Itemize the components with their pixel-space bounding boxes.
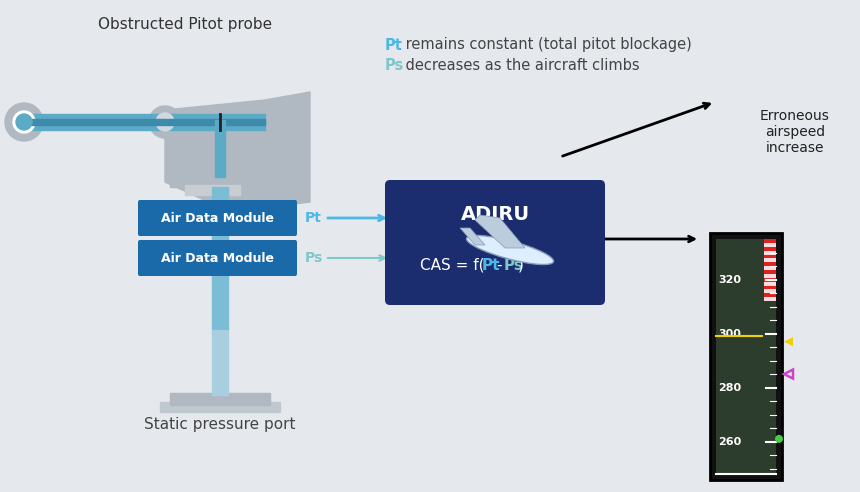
Text: Erroneous
airspeed
increase: Erroneous airspeed increase <box>760 109 830 155</box>
Text: Air Data Module: Air Data Module <box>161 212 274 224</box>
Text: ): ) <box>518 257 524 273</box>
Bar <box>764 239 776 301</box>
Bar <box>764 289 776 293</box>
Bar <box>160 402 280 412</box>
Bar <box>170 173 250 187</box>
Bar <box>22 114 265 130</box>
Text: Air Data Module: Air Data Module <box>161 251 274 265</box>
Text: Ps: Ps <box>385 58 404 72</box>
Bar <box>764 258 776 262</box>
Bar <box>764 250 776 254</box>
Circle shape <box>156 113 174 131</box>
Bar <box>710 233 782 480</box>
Text: -: - <box>496 257 501 273</box>
FancyBboxPatch shape <box>385 180 605 305</box>
Text: Pt: Pt <box>482 257 501 273</box>
Circle shape <box>16 114 32 130</box>
Text: 280: 280 <box>718 383 741 393</box>
Polygon shape <box>475 215 525 248</box>
Circle shape <box>13 111 35 133</box>
Text: 320: 320 <box>718 275 741 284</box>
Text: Static pressure port: Static pressure port <box>144 417 296 431</box>
Text: ADIRU: ADIRU <box>460 206 530 224</box>
Circle shape <box>149 106 181 138</box>
Bar <box>764 274 776 278</box>
Circle shape <box>5 103 43 141</box>
Text: 300: 300 <box>718 329 740 338</box>
Text: Obstructed Pitot probe: Obstructed Pitot probe <box>98 18 272 32</box>
Text: Ps: Ps <box>305 251 323 265</box>
Text: 260: 260 <box>718 436 741 447</box>
Ellipse shape <box>466 236 554 265</box>
Text: Ps: Ps <box>504 257 524 273</box>
Text: Pt: Pt <box>305 211 322 225</box>
Bar <box>716 239 776 474</box>
Bar <box>22 119 265 125</box>
Bar <box>764 243 776 247</box>
Polygon shape <box>165 92 310 212</box>
Text: CAS = f(: CAS = f( <box>420 257 484 273</box>
FancyBboxPatch shape <box>138 240 297 276</box>
Bar <box>212 187 228 330</box>
Text: Pt: Pt <box>385 37 402 53</box>
FancyBboxPatch shape <box>138 200 297 236</box>
Polygon shape <box>460 228 485 245</box>
Bar <box>212 330 228 395</box>
Polygon shape <box>784 337 793 346</box>
Bar <box>764 266 776 270</box>
Bar <box>185 185 240 195</box>
Bar <box>764 297 776 301</box>
Bar <box>170 393 270 405</box>
Text: decreases as the aircraft climbs: decreases as the aircraft climbs <box>401 58 640 72</box>
Polygon shape <box>215 120 225 177</box>
Text: remains constant (total pitot blockage): remains constant (total pitot blockage) <box>401 37 691 53</box>
Bar <box>764 282 776 285</box>
Circle shape <box>775 435 783 443</box>
